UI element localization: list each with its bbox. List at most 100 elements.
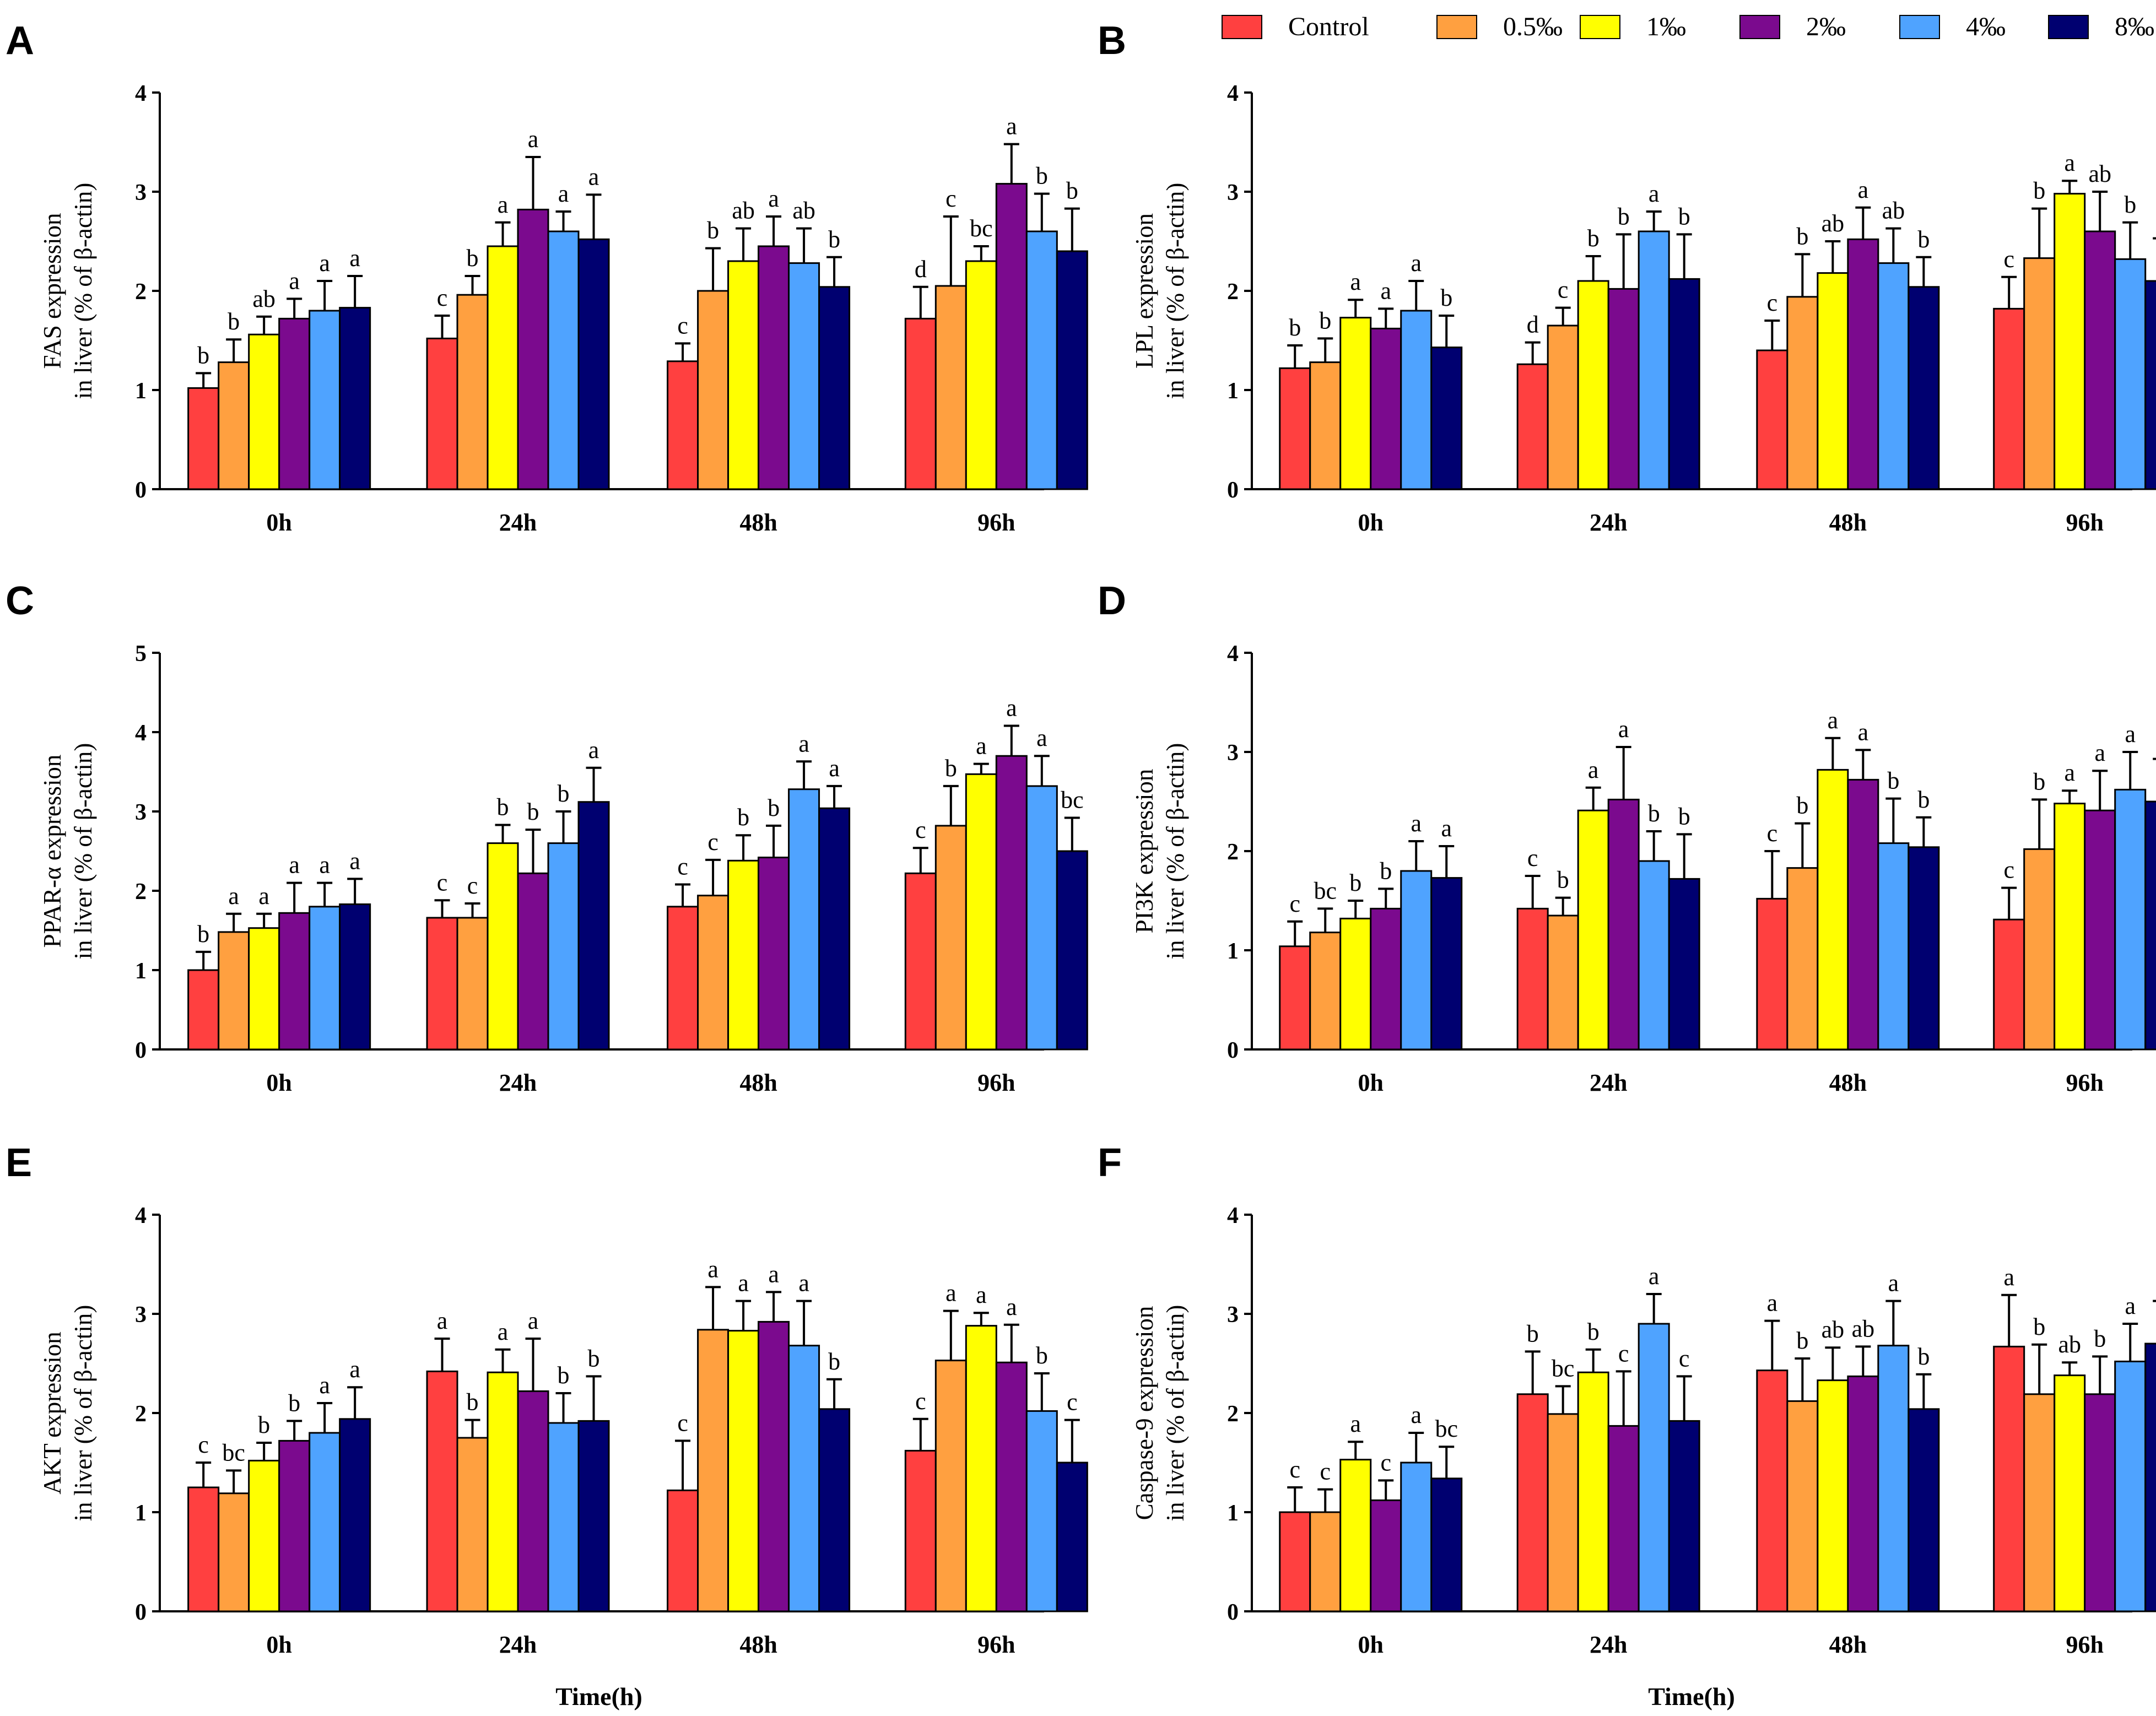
significance-letter: bc xyxy=(222,1439,245,1466)
significance-letter: b xyxy=(497,793,509,820)
bar xyxy=(965,773,997,1051)
x-tick-label: 24h xyxy=(1590,509,1627,536)
bar xyxy=(758,245,790,490)
panel-e: E AKT expression in liver (% of β-actin) 0 1… xyxy=(6,1141,1088,1658)
significance-letter: b xyxy=(1917,226,1930,253)
bar xyxy=(1400,310,1433,490)
bar xyxy=(577,1420,610,1612)
significance-letter: a xyxy=(1411,250,1422,277)
significance-letter: a xyxy=(2125,1292,2136,1319)
bar xyxy=(339,1418,371,1612)
bar xyxy=(788,262,820,490)
significance-letter: a xyxy=(319,852,330,879)
significance-letter: b xyxy=(1917,786,1930,813)
significance-letter: a xyxy=(1006,1293,1017,1320)
bar xyxy=(1279,367,1311,490)
significance-letter: b xyxy=(467,245,479,272)
x-tick-label: 24h xyxy=(1590,1631,1627,1658)
significance-letter: a xyxy=(768,185,779,212)
bar xyxy=(1786,867,1819,1051)
bar xyxy=(965,260,997,490)
significance-letter: b xyxy=(1527,1320,1539,1347)
x-tick-label: 0h xyxy=(266,1631,291,1658)
significance-letter: c xyxy=(677,853,688,880)
bar xyxy=(1577,809,1609,1051)
significance-letter: b xyxy=(2033,768,2045,795)
significance-letter: b xyxy=(1319,307,1331,334)
significance-letter: a xyxy=(349,245,360,272)
bar xyxy=(278,1439,311,1612)
x-tick-label: 24h xyxy=(1590,1069,1627,1096)
significance-letter: b xyxy=(2033,177,2045,204)
y-tick-label: 2 xyxy=(135,279,147,305)
bar xyxy=(1339,917,1372,1051)
bar xyxy=(1516,363,1549,490)
significance-letter: ab xyxy=(2058,1331,2081,1358)
bar xyxy=(2114,258,2147,490)
bar xyxy=(1547,324,1579,490)
bar xyxy=(1817,768,1849,1051)
bar xyxy=(456,294,489,490)
y-tick-label: 3 xyxy=(1227,740,1239,766)
significance-letter: a xyxy=(1767,1290,1778,1317)
panel-letter: D xyxy=(1098,579,1126,623)
bar xyxy=(1370,327,1402,490)
bar xyxy=(995,183,1028,490)
bar xyxy=(1908,846,1940,1051)
x-tick-label: 0h xyxy=(1358,509,1383,536)
significance-letter: a xyxy=(798,1270,809,1297)
significance-letter: c xyxy=(437,869,448,896)
significance-letter: b xyxy=(1618,203,1630,230)
significance-letter: a xyxy=(1828,707,1839,734)
x-tick-label: 96h xyxy=(2066,509,2103,536)
significance-letter: c xyxy=(677,312,688,339)
y-tick-label: 3 xyxy=(135,1302,147,1328)
y-tick-label: 3 xyxy=(1227,180,1239,205)
significance-letter: bc xyxy=(1435,1415,1458,1442)
y-axis-label-line: in liver (% of β-actin) xyxy=(1161,1305,1189,1522)
x-tick-label: 48h xyxy=(1829,1069,1867,1096)
significance-letter: a xyxy=(349,1356,360,1383)
significance-letter: ab xyxy=(1822,1316,1845,1343)
significance-letter: b xyxy=(1678,803,1690,830)
bar xyxy=(1668,278,1700,490)
significance-letter: b xyxy=(828,1348,840,1375)
bar xyxy=(1309,932,1342,1051)
significance-letter: c xyxy=(915,1388,926,1415)
legend-swatch-3 xyxy=(1580,15,1620,39)
significance-letter: a xyxy=(1888,1270,1899,1297)
x-tick-label: 48h xyxy=(739,1069,777,1096)
bar xyxy=(2023,257,2056,490)
y-tick-label: 4 xyxy=(135,1203,147,1228)
bar xyxy=(187,1486,220,1612)
y-tick-label: 2 xyxy=(1227,279,1239,305)
bar xyxy=(577,238,610,490)
bar xyxy=(1607,1425,1640,1612)
significance-letter: c xyxy=(915,816,926,843)
bar xyxy=(1908,286,1940,490)
y-axis-label-line: in liver (% of β-actin) xyxy=(69,1305,97,1522)
y-axis-label: LPL expression in liver (% of β-actin) xyxy=(1131,183,1189,399)
bar xyxy=(758,857,790,1051)
significance-letter: c xyxy=(1618,1340,1629,1367)
bar xyxy=(1056,850,1088,1051)
y-tick-label: 0 xyxy=(1227,478,1239,503)
x-tick-label: 0h xyxy=(1358,1631,1383,1658)
bar xyxy=(1370,1499,1402,1612)
bar xyxy=(2084,230,2116,490)
x-tick-label: 48h xyxy=(1829,509,1867,536)
y-tick-label: 1 xyxy=(1227,1501,1239,1526)
bar xyxy=(1025,230,1058,490)
bar xyxy=(1430,347,1463,490)
significance-letter: a xyxy=(1441,815,1452,842)
significance-letter: bc xyxy=(970,215,993,242)
significance-letter: a xyxy=(528,126,539,153)
bar xyxy=(1309,361,1342,490)
significance-letter: bc xyxy=(1314,877,1337,904)
bar xyxy=(218,361,250,490)
bar xyxy=(1370,907,1402,1051)
bar xyxy=(1400,870,1433,1051)
bar xyxy=(309,310,341,490)
y-tick-label: 2 xyxy=(135,879,147,905)
